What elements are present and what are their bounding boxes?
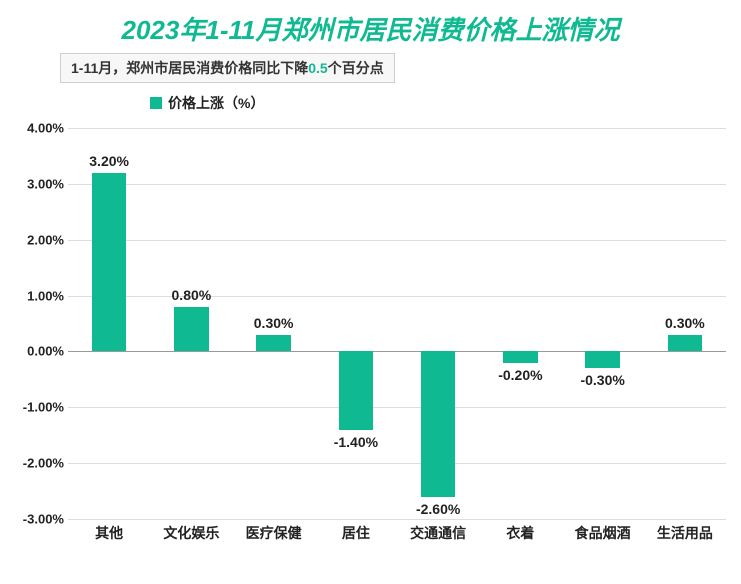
chart-subtitle: 1-11月，郑州市居民消费价格同比下降0.5个百分点 bbox=[60, 53, 395, 83]
chart-title-text: 2023年1-11月郑州市居民消费价格上涨情况 bbox=[122, 15, 620, 45]
grid-line bbox=[68, 463, 726, 464]
bar-value-label: 0.80% bbox=[172, 287, 212, 303]
y-axis-tick: -1.00% bbox=[4, 400, 64, 415]
bar-value-label: 3.20% bbox=[89, 153, 129, 169]
bar bbox=[174, 307, 209, 352]
subtitle-accent: 0.5 bbox=[308, 60, 327, 76]
x-axis-label: 生活用品 bbox=[657, 523, 713, 543]
grid-line bbox=[68, 351, 726, 352]
chart-container: 2023年1-11月郑州市居民消费价格上涨情况 1-11月，郑州市居民消费价格同… bbox=[0, 0, 741, 584]
y-axis-tick: -3.00% bbox=[4, 512, 64, 527]
bar-value-label: -1.40% bbox=[334, 434, 378, 450]
bar bbox=[503, 351, 538, 362]
y-axis-tick: 0.00% bbox=[4, 344, 64, 359]
y-axis-tick: 2.00% bbox=[4, 232, 64, 247]
x-axis-label: 医疗保健 bbox=[246, 523, 302, 543]
chart-plot-area: -3.00%-2.00%-1.00%0.00%1.00%2.00%3.00%4.… bbox=[68, 128, 726, 543]
bar bbox=[339, 351, 374, 429]
x-axis-label: 交通通信 bbox=[410, 523, 466, 543]
x-axis-label: 文化娱乐 bbox=[163, 523, 219, 543]
grid-line bbox=[68, 296, 726, 297]
grid-line bbox=[68, 128, 726, 129]
legend-label: 价格上涨（%） bbox=[168, 93, 264, 113]
chart-legend: 价格上涨（%） bbox=[150, 93, 741, 113]
chart-title: 2023年1-11月郑州市居民消费价格上涨情况 bbox=[0, 0, 741, 47]
subtitle-prefix: 1-11月，郑州市居民消费价格同比下降 bbox=[71, 60, 308, 76]
legend-swatch bbox=[150, 97, 162, 109]
y-axis-tick: 1.00% bbox=[4, 288, 64, 303]
x-axis-label: 其他 bbox=[95, 523, 123, 543]
grid-line bbox=[68, 407, 726, 408]
x-axis-label: 食品烟酒 bbox=[575, 523, 631, 543]
x-axis-label: 居住 bbox=[342, 523, 370, 543]
grid-line bbox=[68, 184, 726, 185]
bar bbox=[585, 351, 620, 368]
subtitle-suffix: 个百分点 bbox=[328, 60, 384, 76]
bar-value-label: -0.30% bbox=[580, 372, 624, 388]
bar-value-label: -2.60% bbox=[416, 501, 460, 517]
y-axis-tick: -2.00% bbox=[4, 456, 64, 471]
grid-line bbox=[68, 240, 726, 241]
y-axis-tick: 4.00% bbox=[4, 121, 64, 136]
grid-line bbox=[68, 519, 726, 520]
x-axis-label: 衣着 bbox=[506, 523, 534, 543]
bar-value-label: 0.30% bbox=[254, 315, 294, 331]
y-axis-tick: 3.00% bbox=[4, 176, 64, 191]
bar-value-label: 0.30% bbox=[665, 315, 705, 331]
bar bbox=[256, 335, 291, 352]
bar bbox=[92, 173, 127, 352]
bar-value-label: -0.20% bbox=[498, 367, 542, 383]
bar bbox=[421, 351, 456, 496]
bar bbox=[668, 335, 703, 352]
